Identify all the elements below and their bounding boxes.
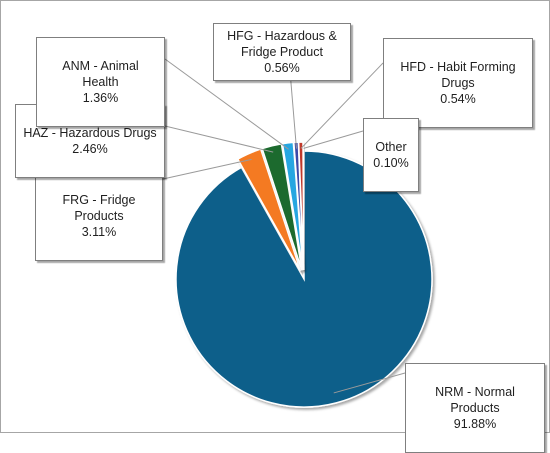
pie-slice-0 — [175, 150, 433, 408]
callout-other-value: 0.10% — [373, 156, 409, 170]
callout-haz-label: HAZ - Hazardous Drugs — [23, 126, 157, 140]
callout-frg: FRG - Fridge Products 3.11% — [35, 171, 163, 261]
callout-nrm-value: 91.88% — [453, 417, 497, 431]
callout-other: Other 0.10% — [363, 118, 419, 192]
callout-frg-value: 3.11% — [81, 225, 117, 239]
callout-hfd-value: 0.54% — [440, 92, 476, 106]
pie-slice-6 — [302, 141, 305, 271]
callout-hfd: HFD - Habit Forming Drugs 0.54% — [383, 38, 533, 128]
leader-line-5 — [300, 62, 384, 149]
callout-hfd-label: HFD - Habit Forming Drugs — [400, 60, 516, 90]
callout-frg-label: FRG - Fridge Products — [62, 193, 136, 223]
leader-line-1 — [162, 158, 252, 180]
callout-nrm: NRM - Normal Products 91.88% — [405, 363, 545, 453]
callout-nrm-label: NRM - Normal Products — [435, 385, 515, 415]
callout-anm-label: ANM - Animal Health — [62, 59, 139, 89]
leader-line-0 — [333, 372, 406, 394]
leader-line-6 — [303, 130, 364, 149]
callout-other-label: Other — [375, 140, 407, 154]
callout-anm-value: 1.36% — [82, 91, 119, 105]
callout-anm: ANM - Animal Health 1.36% — [36, 37, 165, 127]
callout-hfg: HFG - Hazardous & Fridge Product 0.56% — [213, 23, 351, 81]
callout-hfg-label: HFG - Hazardous & Fridge Product — [227, 29, 337, 59]
pie-chart — [162, 58, 433, 408]
leader-line-3 — [164, 58, 289, 150]
callout-haz-value: 2.46% — [72, 142, 108, 156]
callout-hfg-value: 0.56% — [264, 61, 300, 75]
leader-line-2 — [164, 125, 274, 153]
